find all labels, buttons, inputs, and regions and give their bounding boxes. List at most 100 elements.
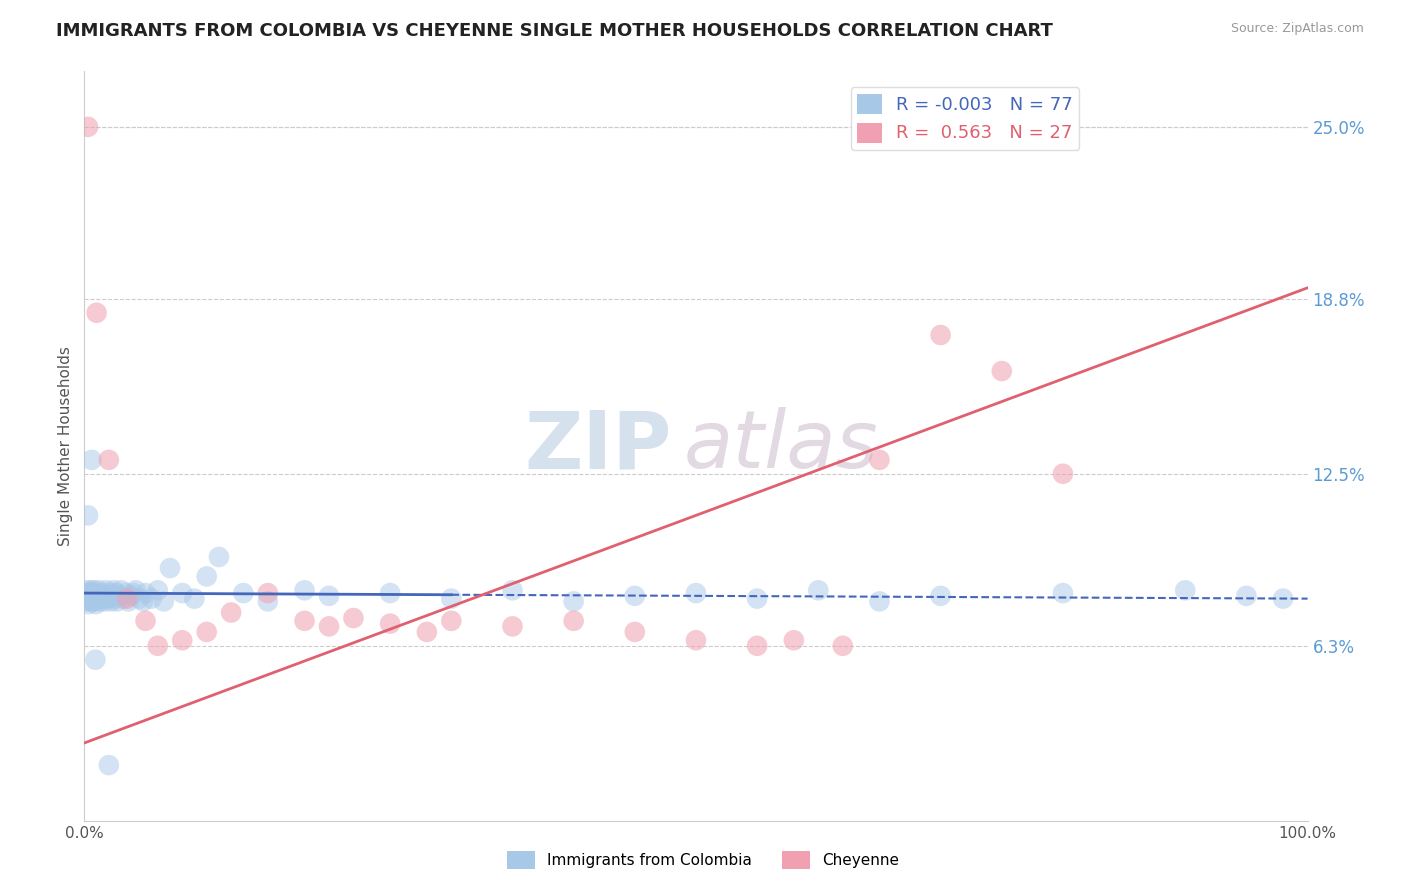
Point <box>294 614 316 628</box>
Point <box>77 591 100 606</box>
Point <box>82 594 104 608</box>
Point <box>115 591 138 606</box>
Point <box>76 583 98 598</box>
Point <box>96 583 118 598</box>
Point <box>93 591 115 606</box>
Point <box>624 589 647 603</box>
Text: Source: ZipAtlas.com: Source: ZipAtlas.com <box>1230 22 1364 36</box>
Point <box>195 569 218 583</box>
Text: IMMIGRANTS FROM COLOMBIA VS CHEYENNE SINGLE MOTHER HOUSEHOLDS CORRELATION CHART: IMMIGRANTS FROM COLOMBIA VS CHEYENNE SIN… <box>56 22 1053 40</box>
Point <box>83 594 105 608</box>
Text: ZIP: ZIP <box>524 407 672 485</box>
Point <box>80 453 103 467</box>
Text: atlas: atlas <box>683 407 879 485</box>
Point <box>440 591 463 606</box>
Point <box>146 639 169 653</box>
Point <box>1272 591 1295 606</box>
Point <box>807 583 830 598</box>
Point <box>502 619 524 633</box>
Point <box>122 586 145 600</box>
Point <box>84 597 107 611</box>
Point <box>104 591 127 606</box>
Point <box>146 583 169 598</box>
Point <box>110 583 132 598</box>
Point <box>1052 586 1074 600</box>
Point <box>380 616 402 631</box>
Point <box>120 589 142 603</box>
Point <box>135 614 157 628</box>
Point <box>440 614 463 628</box>
Point <box>141 591 163 606</box>
Point <box>101 589 124 603</box>
Point <box>89 594 111 608</box>
Point <box>115 586 138 600</box>
Point <box>86 586 108 600</box>
Point <box>107 589 129 603</box>
Point <box>97 453 120 467</box>
Point <box>1236 589 1258 603</box>
Point <box>294 583 316 598</box>
Point <box>87 591 110 606</box>
Point <box>75 594 97 608</box>
Point <box>172 586 194 600</box>
Point <box>1174 583 1197 598</box>
Point <box>929 328 952 343</box>
Point <box>831 639 853 653</box>
Point <box>416 624 439 639</box>
Point <box>90 589 112 603</box>
Point <box>79 594 101 608</box>
Point <box>624 624 647 639</box>
Point <box>318 589 340 603</box>
Point <box>100 594 122 608</box>
Point <box>117 594 139 608</box>
Point <box>219 606 242 620</box>
Y-axis label: Single Mother Households: Single Mother Households <box>58 346 73 546</box>
Point <box>172 633 194 648</box>
Point <box>97 758 120 772</box>
Point <box>257 586 280 600</box>
Point <box>991 364 1014 378</box>
Point <box>132 594 155 608</box>
Point <box>257 594 280 608</box>
Point <box>112 591 135 606</box>
Point <box>685 586 707 600</box>
Point <box>91 586 114 600</box>
Point <box>75 586 97 600</box>
Point <box>105 594 128 608</box>
Point <box>94 594 117 608</box>
Point <box>869 594 891 608</box>
Point <box>84 653 107 667</box>
Point <box>77 508 100 523</box>
Point <box>195 624 218 639</box>
Point <box>77 597 100 611</box>
Point <box>76 589 98 603</box>
Point <box>153 594 176 608</box>
Point <box>159 561 181 575</box>
Point <box>97 591 120 606</box>
Point <box>97 589 120 603</box>
Point <box>318 619 340 633</box>
Point <box>1052 467 1074 481</box>
Point <box>747 591 769 606</box>
Point <box>84 589 107 603</box>
Point <box>87 583 110 598</box>
Point <box>747 639 769 653</box>
Point <box>135 586 157 600</box>
Point <box>562 594 585 608</box>
Point <box>79 591 101 606</box>
Point <box>98 586 121 600</box>
Point <box>77 120 100 134</box>
Point <box>562 614 585 628</box>
Point <box>380 586 402 600</box>
Legend: Immigrants from Colombia, Cheyenne: Immigrants from Colombia, Cheyenne <box>501 845 905 875</box>
Point <box>80 589 103 603</box>
Point <box>83 591 105 606</box>
Point <box>128 591 150 606</box>
Point <box>929 589 952 603</box>
Point <box>125 583 148 598</box>
Point <box>77 586 100 600</box>
Point <box>783 633 806 648</box>
Legend: R = -0.003   N = 77, R =  0.563   N = 27: R = -0.003 N = 77, R = 0.563 N = 27 <box>851 87 1078 150</box>
Point <box>83 583 105 598</box>
Point <box>232 586 254 600</box>
